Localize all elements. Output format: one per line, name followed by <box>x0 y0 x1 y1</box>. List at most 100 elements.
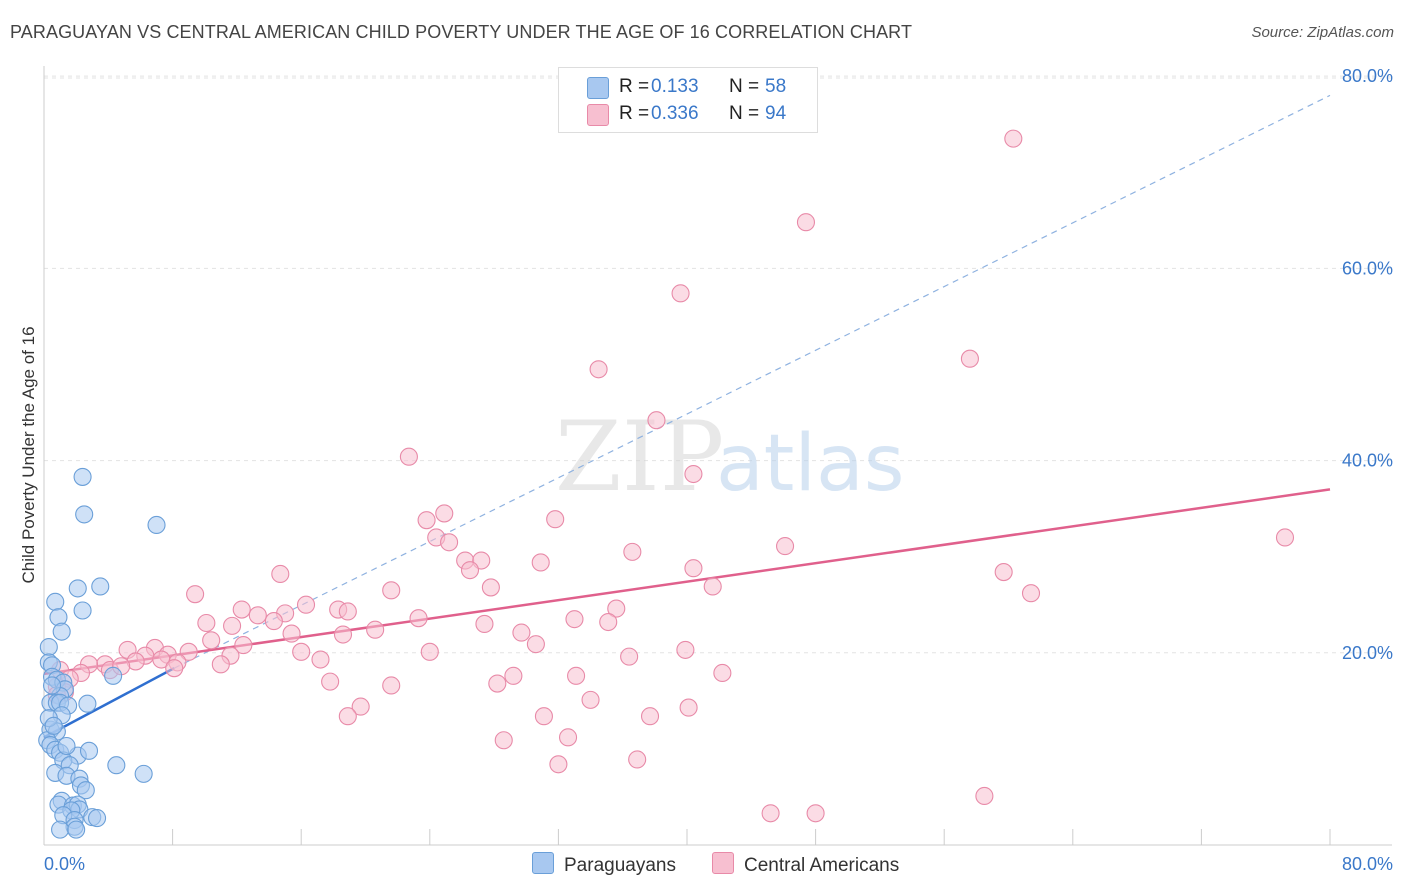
data-point <box>73 467 92 486</box>
data-point <box>440 533 459 552</box>
data-point <box>504 666 523 685</box>
trend-line-paraguayans-extrapolated <box>173 94 1331 669</box>
data-point <box>409 609 428 628</box>
data-point <box>761 804 780 823</box>
watermark-zip: ZIP <box>555 401 724 513</box>
data-point <box>333 625 353 644</box>
data-point <box>512 623 531 642</box>
data-point <box>248 606 267 625</box>
trend-line-central-americans <box>43 488 1331 676</box>
data-point <box>460 561 480 580</box>
data-point <box>475 614 494 634</box>
bottom-legend-swatch-central-americans <box>712 852 734 874</box>
watermark-atlas: atlas <box>716 419 905 509</box>
data-point <box>292 642 311 661</box>
data-point <box>975 786 994 806</box>
data-point <box>399 447 418 466</box>
data-point <box>46 592 65 611</box>
data-point <box>351 697 370 716</box>
data-point <box>382 581 401 600</box>
data-point <box>39 637 58 657</box>
data-point <box>75 505 94 524</box>
data-point <box>232 600 251 619</box>
data-point <box>526 635 545 654</box>
data-point <box>186 585 205 604</box>
data-point <box>567 666 586 685</box>
data-point <box>107 756 126 775</box>
data-point <box>51 820 70 839</box>
y-axis-label: Child Poverty Under the Age of 16 <box>19 326 38 583</box>
data-point <box>640 707 660 726</box>
data-point <box>104 666 123 685</box>
trend-lines <box>43 94 1331 739</box>
data-point <box>796 213 816 232</box>
data-point <box>776 537 795 556</box>
data-point <box>79 741 99 760</box>
legend-r-label: R = <box>619 76 650 97</box>
data-point <box>73 601 92 620</box>
y-tick-label: 40.0% <box>1342 451 1393 471</box>
data-point <box>1021 584 1041 603</box>
legend-swatch-central-americans <box>587 104 609 126</box>
data-point <box>211 655 230 674</box>
legend-n-label: N = <box>729 76 760 97</box>
data-point <box>534 707 553 726</box>
data-point <box>52 622 71 641</box>
data-point <box>234 636 253 655</box>
data-point <box>420 642 439 661</box>
data-point <box>703 577 722 596</box>
data-point <box>134 764 153 783</box>
tick-labels: 20.0% 40.0% 60.0% 80.0% 0.0% 80.0% <box>44 66 1393 874</box>
data-point <box>68 579 87 598</box>
data-point <box>607 599 626 618</box>
bottom-legend-central-americans: Central Americans <box>712 852 899 877</box>
data-point <box>296 595 316 614</box>
y-tick-label: 20.0% <box>1342 643 1393 663</box>
data-point <box>42 676 62 695</box>
data-point <box>1275 528 1295 547</box>
legend-n-value: 94 <box>765 103 787 124</box>
data-point <box>671 284 690 303</box>
data-point <box>620 647 639 666</box>
data-point <box>382 676 401 695</box>
legend-n-label: N = <box>729 103 760 124</box>
data-point <box>78 694 97 713</box>
data-point <box>647 411 666 430</box>
data-point <box>147 515 166 535</box>
data-point <box>435 504 454 523</box>
data-point <box>549 755 568 774</box>
data-point <box>338 707 357 726</box>
data-point <box>676 640 695 659</box>
x-tick-label: 80.0% <box>1342 854 1393 874</box>
data-point <box>481 578 500 597</box>
data-point <box>684 559 703 578</box>
legend-r-label: R = <box>619 103 650 124</box>
legend-n-value: 58 <box>765 76 787 97</box>
data-point <box>282 624 301 643</box>
bottom-legend-paraguayans: Paraguayans <box>532 852 676 877</box>
data-point <box>91 577 110 596</box>
data-point <box>1004 129 1023 148</box>
data-point <box>321 672 340 691</box>
y-tick-label: 60.0% <box>1342 258 1393 278</box>
legend-r-value: 0.336 <box>651 103 699 124</box>
legend-swatch-paraguayans <box>587 77 609 99</box>
data-point <box>684 464 703 484</box>
data-point <box>264 612 283 631</box>
correlation-legend: R = 0.133 N = 58 R = 0.336 N = 94 <box>558 67 818 133</box>
bottom-legend-swatch-paraguayans <box>532 852 554 874</box>
data-point <box>57 736 76 756</box>
data-point <box>87 809 107 828</box>
data-point <box>628 750 647 769</box>
data-point <box>44 716 63 735</box>
data-point <box>713 663 732 683</box>
data-point <box>488 674 507 693</box>
gridlines <box>44 75 1392 654</box>
legend-r-value: 0.133 <box>651 76 699 97</box>
bottom-legend-label: Central Americans <box>744 855 900 876</box>
data-point <box>679 698 698 717</box>
data-point <box>546 510 565 529</box>
data-point <box>366 620 385 639</box>
data-point <box>417 511 436 530</box>
